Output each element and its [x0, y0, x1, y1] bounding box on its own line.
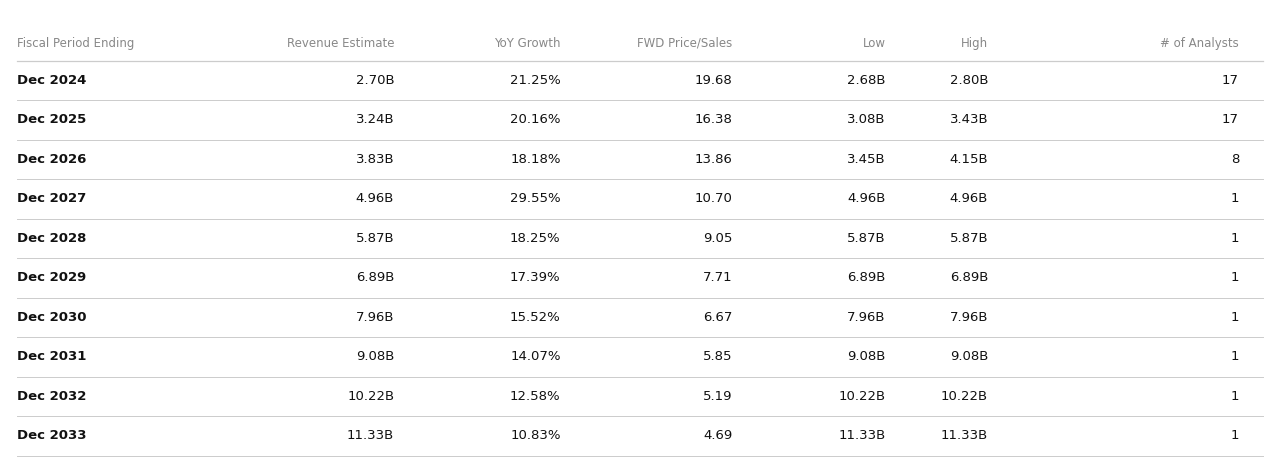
Text: Dec 2031: Dec 2031 — [17, 350, 86, 364]
Text: 8: 8 — [1230, 153, 1239, 166]
Text: 29.55%: 29.55% — [509, 192, 561, 206]
Text: 6.89B: 6.89B — [847, 271, 886, 285]
Text: 20.16%: 20.16% — [511, 113, 561, 127]
Text: 5.87B: 5.87B — [950, 232, 988, 245]
Text: 17: 17 — [1222, 113, 1239, 127]
Text: Revenue Estimate: Revenue Estimate — [287, 36, 394, 50]
Text: 14.07%: 14.07% — [511, 350, 561, 364]
Text: Low: Low — [863, 36, 886, 50]
Text: Dec 2024: Dec 2024 — [17, 74, 86, 87]
Text: 11.33B: 11.33B — [941, 429, 988, 443]
Text: 9.08B: 9.08B — [950, 350, 988, 364]
Text: Dec 2030: Dec 2030 — [17, 311, 86, 324]
Text: 2.68B: 2.68B — [847, 74, 886, 87]
Text: 12.58%: 12.58% — [509, 390, 561, 403]
Text: Dec 2026: Dec 2026 — [17, 153, 86, 166]
Text: Dec 2033: Dec 2033 — [17, 429, 86, 443]
Text: 3.08B: 3.08B — [847, 113, 886, 127]
Text: 10.83%: 10.83% — [511, 429, 561, 443]
Text: 1: 1 — [1230, 311, 1239, 324]
Text: 5.19: 5.19 — [703, 390, 732, 403]
Text: # of Analysts: # of Analysts — [1160, 36, 1239, 50]
Text: Dec 2025: Dec 2025 — [17, 113, 86, 127]
Text: 17: 17 — [1222, 74, 1239, 87]
Text: 1: 1 — [1230, 271, 1239, 285]
Text: YoY Growth: YoY Growth — [494, 36, 561, 50]
Text: 2.70B: 2.70B — [356, 74, 394, 87]
Text: 13.86: 13.86 — [694, 153, 732, 166]
Text: High: High — [961, 36, 988, 50]
Text: 18.25%: 18.25% — [509, 232, 561, 245]
Text: 16.38: 16.38 — [694, 113, 732, 127]
Text: 7.71: 7.71 — [703, 271, 732, 285]
Text: 3.24B: 3.24B — [356, 113, 394, 127]
Text: 21.25%: 21.25% — [509, 74, 561, 87]
Text: 11.33B: 11.33B — [838, 429, 886, 443]
Text: Dec 2027: Dec 2027 — [17, 192, 86, 206]
Text: 1: 1 — [1230, 390, 1239, 403]
Text: 2.80B: 2.80B — [950, 74, 988, 87]
Text: 5.85: 5.85 — [703, 350, 732, 364]
Text: 1: 1 — [1230, 429, 1239, 443]
Text: Dec 2032: Dec 2032 — [17, 390, 86, 403]
Text: 1: 1 — [1230, 350, 1239, 364]
Text: 4.96B: 4.96B — [356, 192, 394, 206]
Text: 4.96B: 4.96B — [950, 192, 988, 206]
Text: 10.22B: 10.22B — [941, 390, 988, 403]
Text: Fiscal Period Ending: Fiscal Period Ending — [17, 36, 134, 50]
Text: 18.18%: 18.18% — [511, 153, 561, 166]
Text: 1: 1 — [1230, 232, 1239, 245]
Text: 6.89B: 6.89B — [950, 271, 988, 285]
Text: 9.08B: 9.08B — [356, 350, 394, 364]
Text: 11.33B: 11.33B — [347, 429, 394, 443]
Text: Dec 2029: Dec 2029 — [17, 271, 86, 285]
Text: 4.69: 4.69 — [703, 429, 732, 443]
Text: 10.70: 10.70 — [694, 192, 732, 206]
Text: 3.45B: 3.45B — [847, 153, 886, 166]
Text: 19.68: 19.68 — [695, 74, 732, 87]
Text: 7.96B: 7.96B — [356, 311, 394, 324]
Text: 3.43B: 3.43B — [950, 113, 988, 127]
Text: 7.96B: 7.96B — [847, 311, 886, 324]
Text: 4.96B: 4.96B — [847, 192, 886, 206]
Text: 4.15B: 4.15B — [950, 153, 988, 166]
Text: 10.22B: 10.22B — [347, 390, 394, 403]
Text: 17.39%: 17.39% — [509, 271, 561, 285]
Text: 15.52%: 15.52% — [509, 311, 561, 324]
Text: 6.89B: 6.89B — [356, 271, 394, 285]
Text: 5.87B: 5.87B — [356, 232, 394, 245]
Text: 10.22B: 10.22B — [838, 390, 886, 403]
Text: 9.05: 9.05 — [703, 232, 732, 245]
Text: Dec 2028: Dec 2028 — [17, 232, 86, 245]
Text: 1: 1 — [1230, 192, 1239, 206]
Text: FWD Price/Sales: FWD Price/Sales — [637, 36, 732, 50]
Text: 9.08B: 9.08B — [847, 350, 886, 364]
Text: 6.67: 6.67 — [703, 311, 732, 324]
Text: 7.96B: 7.96B — [950, 311, 988, 324]
Text: 3.83B: 3.83B — [356, 153, 394, 166]
Text: 5.87B: 5.87B — [847, 232, 886, 245]
